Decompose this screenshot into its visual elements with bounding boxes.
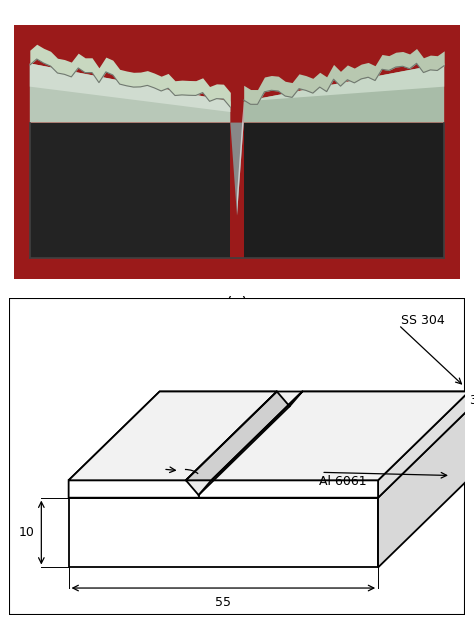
Polygon shape — [69, 498, 378, 567]
Text: 55: 55 — [215, 596, 231, 609]
Text: 10: 10 — [18, 526, 35, 539]
Polygon shape — [378, 409, 469, 567]
Text: 45°: 45° — [145, 456, 167, 469]
Polygon shape — [244, 63, 444, 122]
Text: 3: 3 — [469, 394, 474, 407]
Polygon shape — [186, 391, 302, 481]
Polygon shape — [230, 122, 244, 216]
Polygon shape — [211, 391, 469, 481]
Polygon shape — [30, 63, 230, 112]
Polygon shape — [244, 63, 444, 101]
Text: Al 6061: Al 6061 — [319, 476, 366, 488]
Polygon shape — [69, 481, 378, 498]
Polygon shape — [69, 391, 469, 481]
Polygon shape — [30, 63, 230, 122]
Polygon shape — [237, 101, 244, 216]
Polygon shape — [69, 409, 469, 498]
Polygon shape — [30, 122, 230, 258]
Polygon shape — [69, 391, 277, 481]
Polygon shape — [378, 391, 469, 498]
Text: SS 304: SS 304 — [401, 314, 445, 327]
Text: 2: 2 — [224, 481, 231, 494]
Polygon shape — [244, 122, 444, 258]
Text: (a): (a) — [226, 296, 248, 314]
